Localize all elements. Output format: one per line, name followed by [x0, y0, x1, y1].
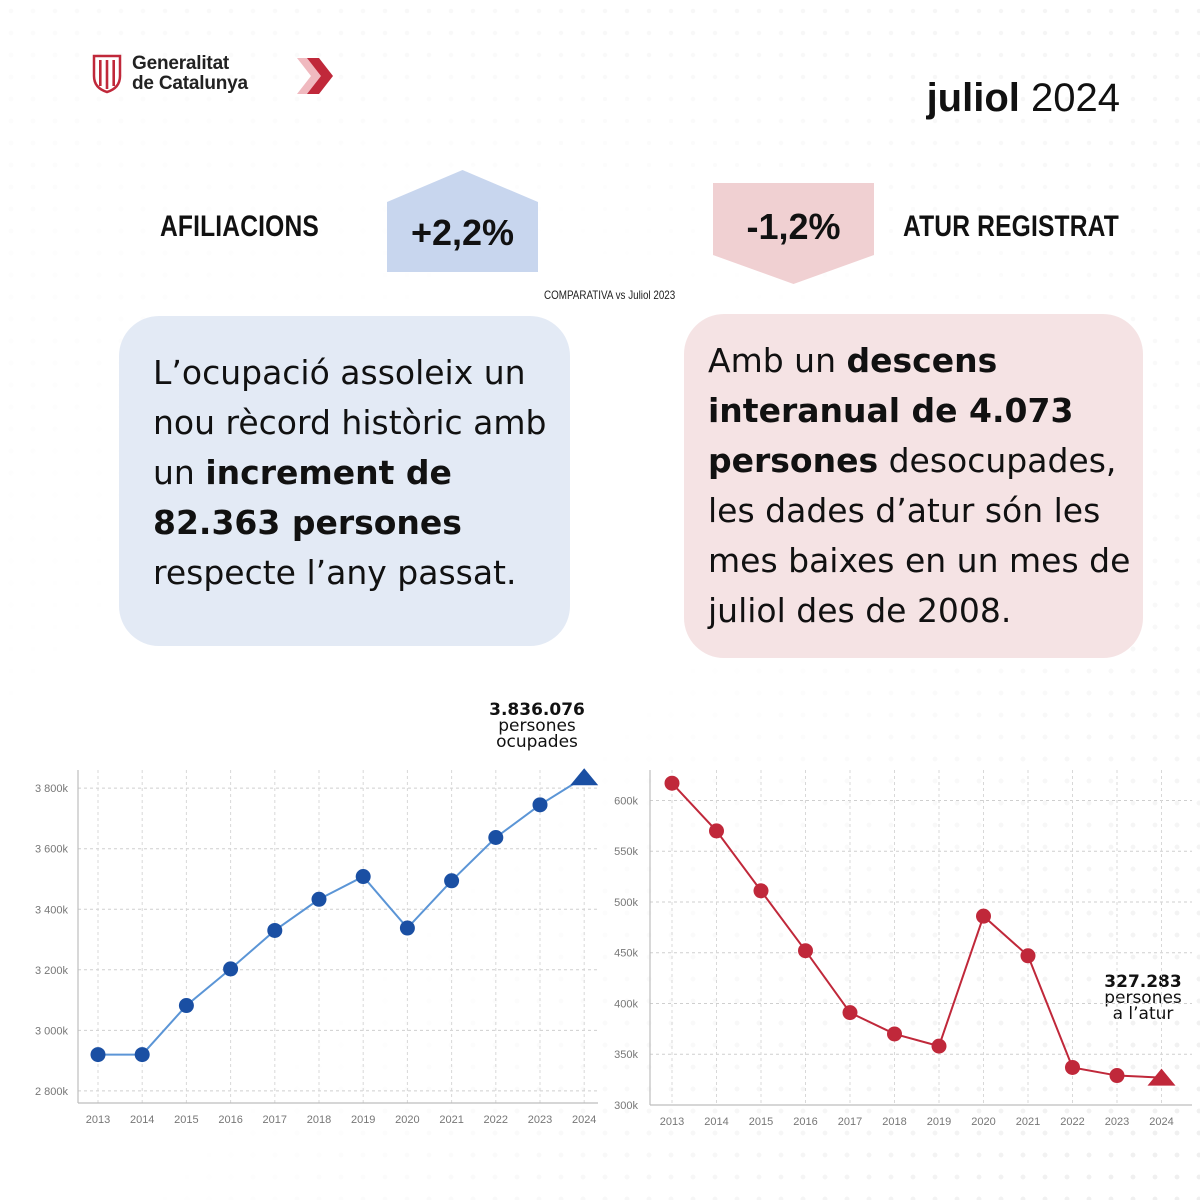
- brand-name-line1: Generalitat: [132, 53, 230, 74]
- afiliacions-label: AFILIACIONS: [160, 210, 319, 243]
- atur-data-point: [842, 1005, 858, 1021]
- afiliacions-ytick-label: 3 800k: [35, 783, 69, 795]
- atur-ytick-label: 500k: [614, 897, 638, 909]
- atur-data-point: [709, 823, 724, 839]
- atur-ytick-label: 450k: [614, 948, 638, 960]
- atur-data-point: [753, 883, 769, 899]
- atur-data-point: [931, 1038, 947, 1054]
- atur-xtick-label: 2015: [749, 1116, 773, 1128]
- afiliacions-data-point: [355, 869, 371, 885]
- atur-xtick-label: 2016: [793, 1116, 817, 1128]
- afiliacions-data-point: [267, 922, 283, 938]
- afiliacions-data-point: [134, 1047, 150, 1063]
- afiliacions-xtick-label: 2024: [572, 1114, 596, 1126]
- afiliacions-ytick-label: 3 600k: [35, 844, 69, 856]
- atur-series-line: [671, 782, 1162, 1079]
- afiliacions-data-point: [444, 873, 460, 889]
- afiliacions-xtick-label: 2021: [439, 1114, 463, 1126]
- atur-xtick-label: 2018: [882, 1116, 906, 1128]
- card-right-text-1: Amb un: [708, 341, 847, 380]
- afiliacions-ytick-label: 2 800k: [35, 1086, 69, 1098]
- afiliacions-data-point-latest: [570, 768, 599, 786]
- atur-xtick-label: 2021: [1016, 1116, 1040, 1128]
- atur-xtick-label: 2013: [660, 1116, 684, 1128]
- afiliacions-xtick-label: 2015: [174, 1114, 198, 1126]
- atur-ytick-label: 300k: [614, 1100, 638, 1112]
- down-arrow-shape: [713, 183, 874, 284]
- atur-xtick-label: 2014: [704, 1116, 728, 1128]
- card-right-bold: descens interanual de 4.073 persones: [708, 341, 1074, 480]
- comparison-note: COMPARATIVA vs Juliol 2023: [544, 288, 676, 302]
- afiliacions-line-chart: 2 800k 3 000k 3 200k 3 400k 3 600k 3 800k 2013…: [35, 768, 599, 1126]
- afiliacions-xtick-label: 2022: [484, 1114, 508, 1126]
- atur-xtick-label: 2023: [1105, 1116, 1129, 1128]
- atur-data-point: [1109, 1068, 1125, 1084]
- afiliacions-data-point: [90, 1047, 106, 1063]
- atur-data-point: [1020, 948, 1036, 964]
- atur-data-point-latest: [1147, 1068, 1176, 1086]
- afiliacions-ytick-label: 3 400k: [35, 904, 69, 916]
- afiliacions-xtick-label: 2020: [395, 1114, 419, 1126]
- afiliacions-ytick-label: 3 000k: [35, 1025, 69, 1037]
- atur-data-point: [887, 1026, 902, 1042]
- atur-data-point: [664, 775, 680, 791]
- atur-line-chart: 300k 350k 400k 450k 500k 550k 600k 2013 2014 2015…: [614, 770, 1192, 1128]
- afiliacions-change: +2,2%: [410, 212, 515, 253]
- afiliacions-callout-value: 3.836.076: [489, 700, 585, 720]
- atur-label: ATUR REGISTRAT: [903, 210, 1119, 243]
- up-arrow-fill: [387, 170, 538, 272]
- atur-data-point: [976, 908, 991, 924]
- afiliacions-xtick-label: 2014: [130, 1114, 154, 1126]
- afiliacions-callout-line2: ocupades: [496, 732, 578, 752]
- chevron-right-icon: [297, 58, 333, 94]
- atur-xtick-label: 2022: [1060, 1116, 1084, 1128]
- atur-callout-line2: a l’atur: [1112, 1004, 1174, 1024]
- afiliacions-xtick-label: 2016: [218, 1114, 242, 1126]
- atur-summary-card: Amb un descens interanual de 4.073 perso…: [684, 314, 1143, 658]
- afiliacions-xtick-label: 2023: [528, 1114, 552, 1126]
- afiliacions-xtick-label: 2018: [307, 1114, 331, 1126]
- atur-xtick-label: 2020: [971, 1116, 995, 1128]
- card-left-text-2: respecte l’any passat.: [153, 553, 517, 592]
- atur-ytick-label: 350k: [614, 1049, 638, 1061]
- afiliacions-data-point: [399, 920, 415, 936]
- afiliacions-series-line: [98, 776, 585, 1056]
- afiliacions-data-point: [178, 998, 194, 1014]
- catalan-flag-icon: [92, 54, 122, 94]
- atur-change: -1,2%: [746, 206, 841, 247]
- afiliacions-data-point: [223, 961, 239, 977]
- report-year: 2024: [1031, 76, 1120, 120]
- card-right-text-2: desocupades, les dades d’atur són les me…: [708, 441, 1131, 630]
- atur-ytick-label: 550k: [614, 846, 638, 858]
- generalitat-logo: Generalitat de Catalunya: [90, 54, 248, 94]
- atur-xtick-label: 2019: [927, 1116, 951, 1128]
- down-arrow-fill: [713, 183, 874, 284]
- card-left-bold: increment de 82.363 persones: [153, 453, 462, 542]
- atur-data-point: [1065, 1059, 1080, 1075]
- atur-data-point: [798, 943, 813, 959]
- card-left-text-1: L’ocupació assoleix un nou rècord històr…: [153, 353, 547, 492]
- afiliacions-callout: 3.836.076 persones ocupades: [472, 700, 602, 752]
- report-month: juliol: [926, 76, 1020, 120]
- afiliacions-xtick-label: 2017: [263, 1114, 287, 1126]
- atur-ytick-label: 400k: [614, 998, 638, 1010]
- atur-callout: 327.283 persones a l’atur: [1088, 972, 1198, 1024]
- atur-callout-line1: persones: [1104, 988, 1182, 1008]
- brand-name-line2: de Catalunya: [132, 73, 248, 94]
- atur-callout-value: 327.283: [1104, 972, 1182, 992]
- atur-ytick-label: 600k: [614, 795, 638, 807]
- afiliacions-xtick-label: 2013: [86, 1114, 110, 1126]
- up-arrow-shape: [387, 170, 538, 272]
- atur-xtick-label: 2024: [1149, 1116, 1173, 1128]
- afiliacions-xtick-label: 2019: [351, 1114, 375, 1126]
- afiliacions-callout-line1: persones: [498, 716, 576, 736]
- afiliacions-data-point: [488, 830, 504, 846]
- afiliacions-data-point: [311, 891, 327, 907]
- atur-xtick-label: 2017: [838, 1116, 862, 1128]
- afiliacions-data-point: [532, 797, 548, 813]
- report-period: juliol 2024: [927, 76, 1120, 121]
- afiliacions-summary-card: L’ocupació assoleix un nou rècord històr…: [119, 316, 570, 646]
- afiliacions-ytick-label: 3 200k: [35, 965, 69, 977]
